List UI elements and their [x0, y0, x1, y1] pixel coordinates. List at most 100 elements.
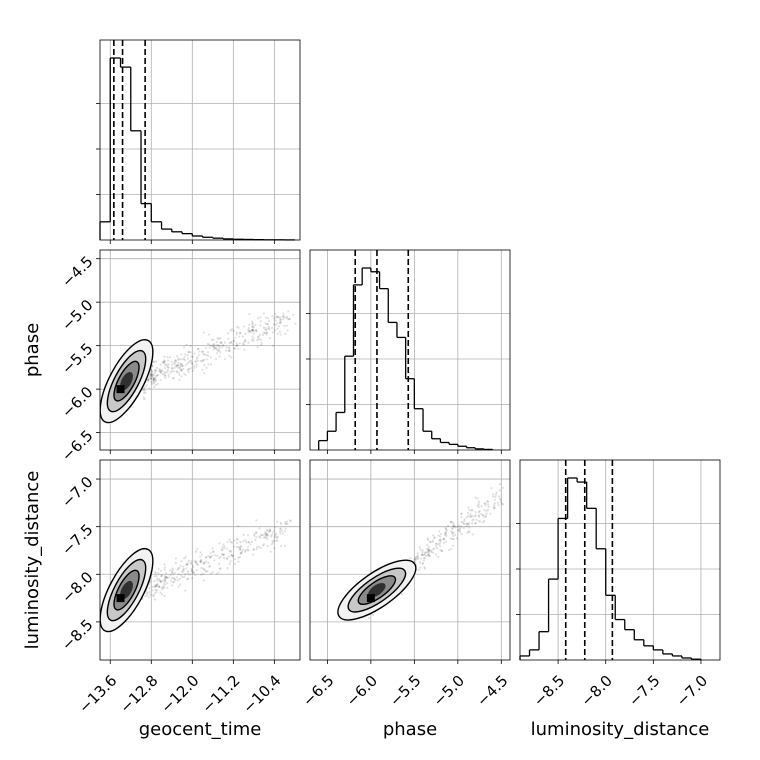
- sample-point: [238, 335, 241, 338]
- sample-point: [208, 346, 211, 349]
- sample-point: [173, 362, 176, 365]
- sample-point: [163, 581, 166, 585]
- sample-point: [191, 568, 194, 571]
- sample-point: [209, 556, 212, 559]
- sample-point: [205, 358, 208, 361]
- sample-point: [501, 503, 504, 506]
- sample-point: [177, 363, 180, 367]
- sample-point: [200, 566, 203, 570]
- sample-point: [208, 564, 211, 567]
- sample-point: [208, 565, 211, 569]
- sample-point: [413, 558, 416, 561]
- sample-point: [257, 335, 260, 338]
- sample-point: [440, 550, 444, 553]
- sample-point: [437, 534, 440, 537]
- sample-point: [160, 574, 163, 577]
- sample-point: [155, 366, 159, 369]
- sample-point: [179, 367, 182, 370]
- sample-point: [285, 522, 288, 526]
- x-tick-label-luminosity_distance: −8.0: [577, 672, 615, 710]
- sample-point: [227, 349, 230, 353]
- sample-point: [171, 573, 175, 576]
- sample-point: [266, 530, 270, 533]
- sample-point: [199, 560, 202, 563]
- sample-point: [439, 532, 443, 536]
- sample-point: [191, 369, 195, 372]
- sample-point: [450, 548, 453, 551]
- sample-point: [174, 578, 177, 582]
- sample-point: [174, 557, 178, 560]
- sample-point: [259, 546, 263, 550]
- sample-point: [244, 550, 247, 553]
- sample-point: [425, 547, 428, 550]
- sample-point: [180, 369, 183, 372]
- sample-point: [417, 557, 420, 560]
- sample-point: [204, 346, 208, 350]
- sample-point: [162, 586, 166, 589]
- sample-point: [284, 332, 287, 335]
- sample-point: [484, 502, 487, 505]
- sample-point: [187, 350, 190, 354]
- sample-point: [165, 371, 168, 374]
- sample-point: [500, 500, 503, 504]
- sample-point: [185, 343, 188, 347]
- sample-point: [259, 316, 262, 319]
- sample-point: [149, 374, 152, 378]
- sample-point: [207, 363, 210, 366]
- sample-point: [265, 533, 268, 536]
- sample-point: [250, 338, 253, 342]
- sample-point: [242, 343, 245, 346]
- sample-point: [171, 366, 174, 370]
- sample-point: [484, 514, 487, 517]
- sample-point: [270, 326, 274, 330]
- sample-point: [243, 340, 246, 344]
- sample-point: [172, 577, 175, 580]
- sample-point: [433, 536, 436, 539]
- sample-point: [177, 357, 180, 360]
- sample-point: [423, 552, 426, 555]
- sample-point: [152, 380, 155, 383]
- sample-point: [246, 548, 249, 551]
- sample-point: [153, 584, 157, 587]
- sample-point: [427, 549, 431, 552]
- sample-point: [279, 318, 282, 322]
- sample-point: [492, 493, 495, 496]
- sample-point: [189, 359, 192, 362]
- sample-point: [151, 375, 154, 378]
- sample-point: [182, 346, 186, 349]
- sample-point: [256, 338, 259, 342]
- sample-point: [492, 506, 495, 509]
- sample-point: [202, 567, 205, 570]
- sample-point: [486, 500, 489, 503]
- sample-point: [460, 515, 463, 519]
- sample-point: [148, 376, 151, 379]
- sample-point: [497, 504, 500, 507]
- sample-point: [154, 379, 157, 382]
- sample-point: [160, 370, 163, 373]
- sample-point: [163, 374, 166, 377]
- sample-point: [233, 346, 236, 350]
- sample-point: [154, 570, 157, 574]
- sample-point: [259, 534, 263, 537]
- sample-point: [433, 536, 436, 540]
- sample-point: [203, 364, 206, 367]
- sample-point: [184, 364, 187, 367]
- sample-point: [461, 521, 465, 524]
- sample-point: [149, 593, 152, 596]
- sample-point: [264, 316, 268, 319]
- sample-point: [230, 553, 233, 557]
- sample-point: [215, 344, 218, 347]
- sample-point: [256, 336, 259, 339]
- sample-point: [213, 554, 217, 557]
- sample-point: [228, 354, 231, 358]
- sample-point: [476, 504, 479, 507]
- sample-point: [237, 347, 240, 350]
- sample-point: [495, 493, 498, 496]
- sample-point: [152, 360, 156, 363]
- sample-point: [183, 573, 187, 576]
- sample-point: [269, 528, 272, 531]
- panel-frame: [99, 39, 301, 241]
- sample-point: [249, 543, 252, 546]
- sample-point: [152, 378, 155, 381]
- sample-point: [218, 347, 221, 350]
